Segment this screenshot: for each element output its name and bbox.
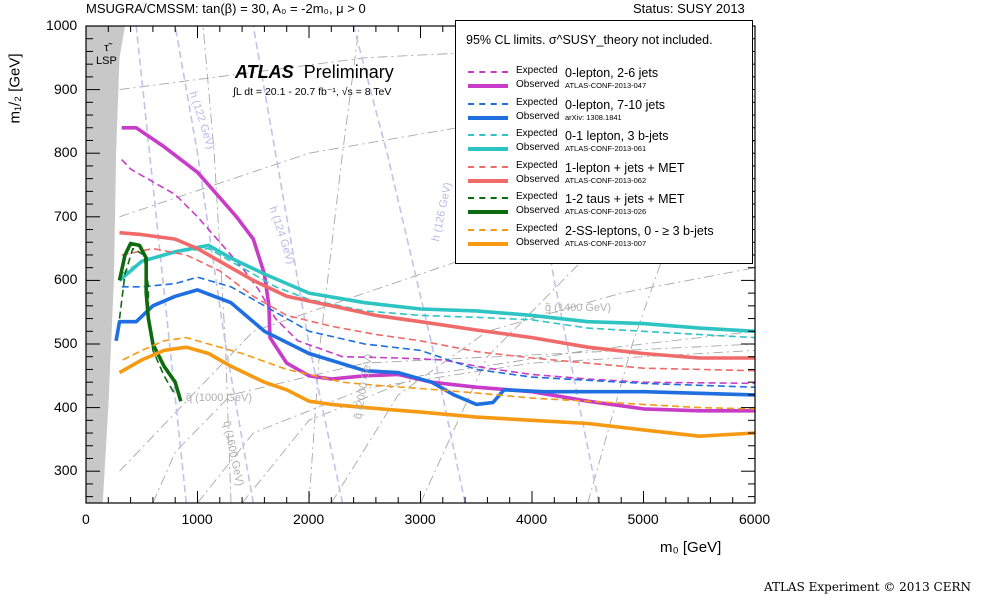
legend-entry: Expected Observed 0-lepton, 7-10 jets arXiv… [456, 97, 752, 127]
legend-expected-text: Expected [516, 159, 558, 171]
legend-observed-swatch [468, 84, 508, 88]
legend-analysis-title: 0-lepton, 2-6 jets [565, 66, 659, 80]
atlas-bold: ATLAS [235, 62, 294, 82]
legend-observed-text: Observed [516, 79, 560, 90]
y-tick-label: 500 [54, 335, 78, 351]
legend-expected-swatch [468, 102, 508, 105]
atlas-label: ATLAS Preliminary [235, 62, 394, 83]
contour-grey-7 [308, 26, 360, 503]
legend-entry: Expected Observed 0-lepton, 2-6 jets ATLAS-… [456, 65, 752, 95]
header-title: MSUGRA/CMSSM: tan(β) = 30, A₀ = -2m₀, μ … [86, 1, 366, 16]
series-observed-5 [118, 345, 755, 438]
y-tick-label: 800 [54, 144, 78, 161]
stau-symbol: τ̃ [104, 42, 109, 54]
x-tick-label: 5000 [627, 511, 659, 527]
legend-analysis-title: 0-1 lepton, 3 b-jets [565, 129, 669, 143]
legend-analysis-ref: ATLAS-CONF-2013-026 [565, 207, 647, 216]
x-tick-label: 0 [82, 511, 90, 527]
legend-observed-swatch [468, 147, 508, 151]
luminosity-label: ∫L dt = 20.1 - 20.7 fb⁻¹, √s = 8 TeV [233, 86, 392, 98]
series-observed-0 [121, 126, 755, 413]
y-tick-label: 600 [54, 271, 78, 288]
series-expected-3 [121, 247, 755, 372]
contour-grey-6 [202, 26, 232, 503]
header-status: Status: SUSY 2013 [633, 1, 745, 16]
legend-entry: Expected Observed 2-SS-leptons, 0 - ≥ 3 b-… [456, 223, 752, 253]
contour-grey-0 [152, 343, 755, 503]
x-tick-label: 4000 [516, 511, 548, 527]
legend-analysis-title: 2-SS-leptons, 0 - ≥ 3 b-jets [565, 223, 714, 238]
legend-entry: Expected Observed 1-2 taus + jets + MET ATL… [456, 191, 752, 221]
legend-observed-text: Observed [516, 110, 560, 122]
x-tick-label: 3000 [404, 511, 436, 527]
series-expected-5 [122, 336, 755, 410]
y-tick-label: 400 [54, 398, 78, 415]
legend-observed-swatch [468, 210, 508, 214]
legend-analysis-title: 0-lepton, 7-10 jets [565, 97, 666, 112]
legend-observed-swatch [468, 178, 508, 183]
contour-grey-3 [330, 267, 755, 503]
legend-expected-swatch [468, 228, 508, 231]
series-observed-4 [117, 241, 183, 402]
contour-higgs-0 [135, 26, 188, 503]
series-expected-1 [121, 276, 755, 388]
legend-analysis-title: 1-2 taus + jets + MET [565, 192, 685, 206]
legend-observed-text: Observed [516, 142, 560, 153]
legend-expected-swatch [468, 71, 508, 73]
stau-lsp-region [86, 26, 125, 503]
atlas-preliminary: Preliminary [303, 62, 394, 82]
legend-observed-swatch [468, 241, 508, 246]
legend-analysis-title: 1-lepton + jets + MET [565, 160, 685, 175]
lsp-text: LSP [96, 55, 117, 67]
contour-higgs-2 [252, 26, 344, 503]
legend-expected-swatch [468, 197, 508, 199]
legend-observed-text: Observed [516, 205, 560, 216]
legend-observed-text: Observed [516, 236, 560, 248]
plot-background [86, 26, 125, 503]
legend-expected-text: Expected [516, 65, 558, 76]
contour-higgs-3 [352, 26, 466, 503]
y-tick-label: 900 [54, 80, 78, 97]
legend-expected-swatch [468, 165, 508, 168]
legend-analysis-ref: ATLAS-CONF-2013-062 [565, 175, 647, 185]
y-tick-label: 300 [54, 462, 78, 479]
series-expected-0 [121, 159, 755, 385]
legend-entry: Expected Observed 0-1 lepton, 3 b-jets ATLA… [456, 128, 752, 158]
series-expected-4 [118, 247, 176, 396]
x-tick-label: 6000 [739, 511, 771, 527]
gluino-1400-label: g̃ (1400 GeV) [545, 302, 612, 314]
legend-expected-text: Expected [516, 96, 558, 108]
legend: 95% CL limits. σ^SUSY_theory not include… [455, 20, 753, 264]
contour-grey-2 [241, 330, 755, 503]
series-observed-2 [118, 243, 755, 334]
legend-analysis-ref: ATLAS-CONF-2013-061 [565, 144, 647, 153]
legend-analysis-ref: ATLAS-CONF-2013-007 [565, 238, 647, 248]
y-tick-label: 1000 [46, 17, 78, 33]
legend-analysis-ref: arXiv: 1308.1841 [565, 112, 622, 122]
stau-lsp-label: τ̃ LSP [96, 42, 117, 68]
legend-expected-text: Expected [516, 128, 558, 139]
x-axis-title: m₀ [GeV] [660, 539, 722, 556]
legend-observed-text: Observed [516, 173, 560, 185]
series-observed-3 [119, 230, 755, 360]
contour-grey-1 [197, 349, 755, 503]
squark-1000-label: q̃ (1000 GeV) [186, 392, 253, 404]
legend-expected-text: Expected [516, 191, 558, 202]
x-tick-label: 1000 [181, 511, 213, 527]
y-tick-label: 700 [54, 207, 78, 224]
series-observed-1 [114, 288, 755, 407]
legend-observed-swatch [468, 115, 508, 120]
y-axis-title: m₁/₂ [GeV] [6, 53, 24, 124]
credit-line: ATLAS Experiment © 2013 CERN [763, 580, 971, 594]
legend-header: 95% CL limits. σ^SUSY_theory not include… [466, 33, 713, 47]
x-tick-label: 2000 [293, 511, 325, 527]
legend-expected-text: Expected [516, 222, 558, 234]
legend-entry: Expected Observed 1-lepton + jets + MET ATL… [456, 160, 752, 190]
legend-analysis-ref: ATLAS-CONF-2013-047 [565, 81, 647, 90]
legend-expected-swatch [468, 134, 508, 136]
limit-curves [114, 126, 755, 438]
